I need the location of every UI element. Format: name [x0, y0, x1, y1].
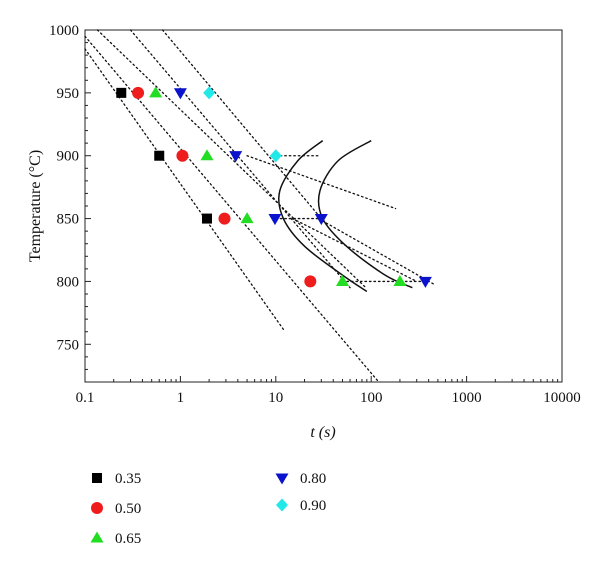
legend-marker — [90, 531, 104, 543]
transformation-curve — [317, 139, 413, 289]
legend-label: 0.50 — [115, 501, 141, 517]
x-tick-label: 10000 — [543, 390, 581, 406]
data-point-0.90 — [269, 149, 282, 163]
dotted-line — [317, 217, 435, 285]
legend-label: 0.35 — [115, 471, 141, 487]
data-point-0.35 — [154, 150, 165, 161]
data-point-0.65 — [149, 86, 163, 98]
data-point-0.50 — [218, 212, 231, 225]
data-point-0.65 — [240, 212, 254, 224]
data-point-0.90 — [203, 86, 216, 100]
y-tick-label: 850 — [57, 212, 80, 228]
dotted-line — [246, 155, 397, 210]
data-point-0.65 — [393, 274, 407, 286]
data-point-0.80 — [229, 151, 243, 163]
x-tick-label: 100 — [360, 390, 383, 406]
y-tick-label: 1000 — [49, 23, 79, 39]
y-tick-label: 950 — [57, 86, 80, 102]
legend-label: 0.90 — [300, 498, 326, 514]
data-point-0.65 — [335, 274, 349, 286]
dotted-line — [96, 29, 367, 289]
data-point-0.80 — [314, 214, 328, 226]
legend-marker — [276, 498, 288, 512]
x-axis-title: t (s) — [310, 424, 335, 441]
data-point-0.35 — [201, 213, 212, 224]
dotted-line — [161, 29, 322, 220]
data-point-0.50 — [176, 149, 189, 162]
axis-ticks: 0.1 1 10 100 1000 10000 750 800 850 900 950 1000 — [49, 23, 581, 406]
y-axis-title: Temperature (°C) — [27, 150, 44, 262]
legend-marker — [91, 502, 103, 514]
legend-label: 0.65 — [115, 531, 141, 547]
legend: 0.35 0.50 0.65 0.80 0.90 — [90, 471, 326, 547]
dotted-line — [291, 217, 418, 283]
data-point-0.80 — [418, 276, 432, 288]
data-point-0.35 — [116, 87, 127, 98]
dotted-line — [84, 35, 380, 383]
data-point-0.50 — [304, 275, 317, 288]
x-tick-label: 0.1 — [76, 390, 95, 406]
legend-marker — [275, 473, 289, 485]
data-point-0.80 — [268, 214, 282, 226]
y-tick-label: 750 — [57, 337, 80, 353]
data-point-0.50 — [132, 86, 145, 99]
legend-marker — [92, 473, 102, 483]
x-tick-label: 1000 — [452, 390, 482, 406]
data-points — [116, 86, 432, 288]
plot-frame — [84, 29, 563, 383]
dotted-guide-lines — [84, 29, 435, 383]
legend-label: 0.80 — [300, 471, 326, 487]
data-point-0.80 — [173, 88, 187, 100]
x-tick-label: 1 — [177, 390, 185, 406]
dotted-line — [84, 48, 286, 333]
y-tick-label: 800 — [57, 274, 80, 290]
solid-curves — [277, 139, 413, 293]
x-tick-label: 10 — [268, 390, 283, 406]
y-tick-label: 900 — [57, 149, 80, 165]
data-point-0.65 — [200, 149, 214, 161]
